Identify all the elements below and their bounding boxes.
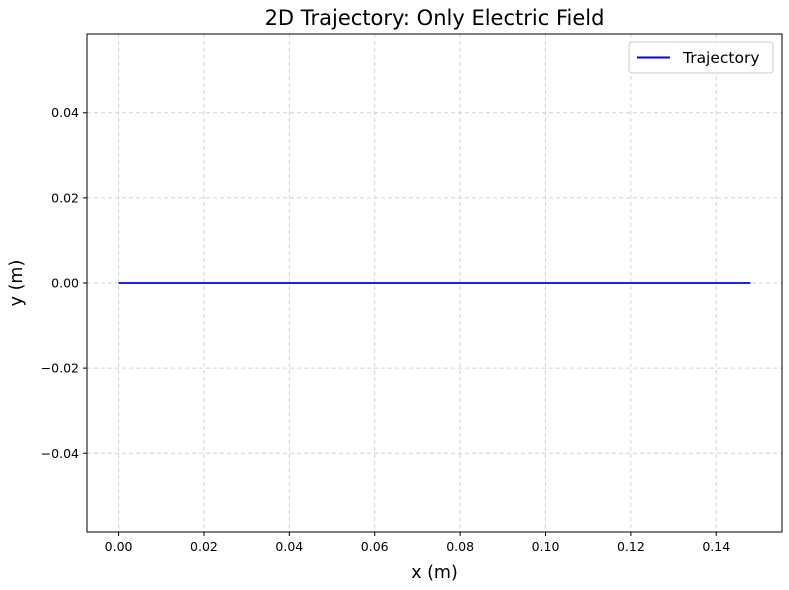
x-tick-label: 0.02 bbox=[190, 539, 218, 554]
y-axis-label: y (m) bbox=[7, 260, 27, 307]
x-tick-label: 0.00 bbox=[105, 539, 133, 554]
x-tick-label: 0.10 bbox=[532, 539, 560, 554]
y-tick-label: 0.02 bbox=[51, 190, 79, 205]
legend: Trajectory bbox=[628, 41, 774, 74]
legend-box bbox=[628, 41, 774, 74]
x-tick-label: 0.06 bbox=[361, 539, 389, 554]
chart-title: 2D Trajectory: Only Electric Field bbox=[265, 6, 605, 30]
x-tick-label: 0.08 bbox=[446, 539, 474, 554]
y-tick-label: 0.00 bbox=[51, 276, 79, 291]
x-tick-label: 0.14 bbox=[702, 539, 730, 554]
y-tick-label: −0.04 bbox=[41, 446, 79, 461]
x-axis-label: x (m) bbox=[411, 563, 458, 583]
legend-label-trajectory: Trajectory bbox=[682, 49, 760, 67]
y-tick-label: 0.04 bbox=[51, 105, 79, 120]
y-tick-label: −0.02 bbox=[41, 361, 79, 376]
x-tick-label: 0.12 bbox=[617, 539, 645, 554]
ticks: 0.00 0.02 0.04 0.06 0.08 0.10 0.12 0.14 0.04 0.02… bbox=[41, 105, 731, 554]
x-tick-label: 0.04 bbox=[275, 539, 303, 554]
